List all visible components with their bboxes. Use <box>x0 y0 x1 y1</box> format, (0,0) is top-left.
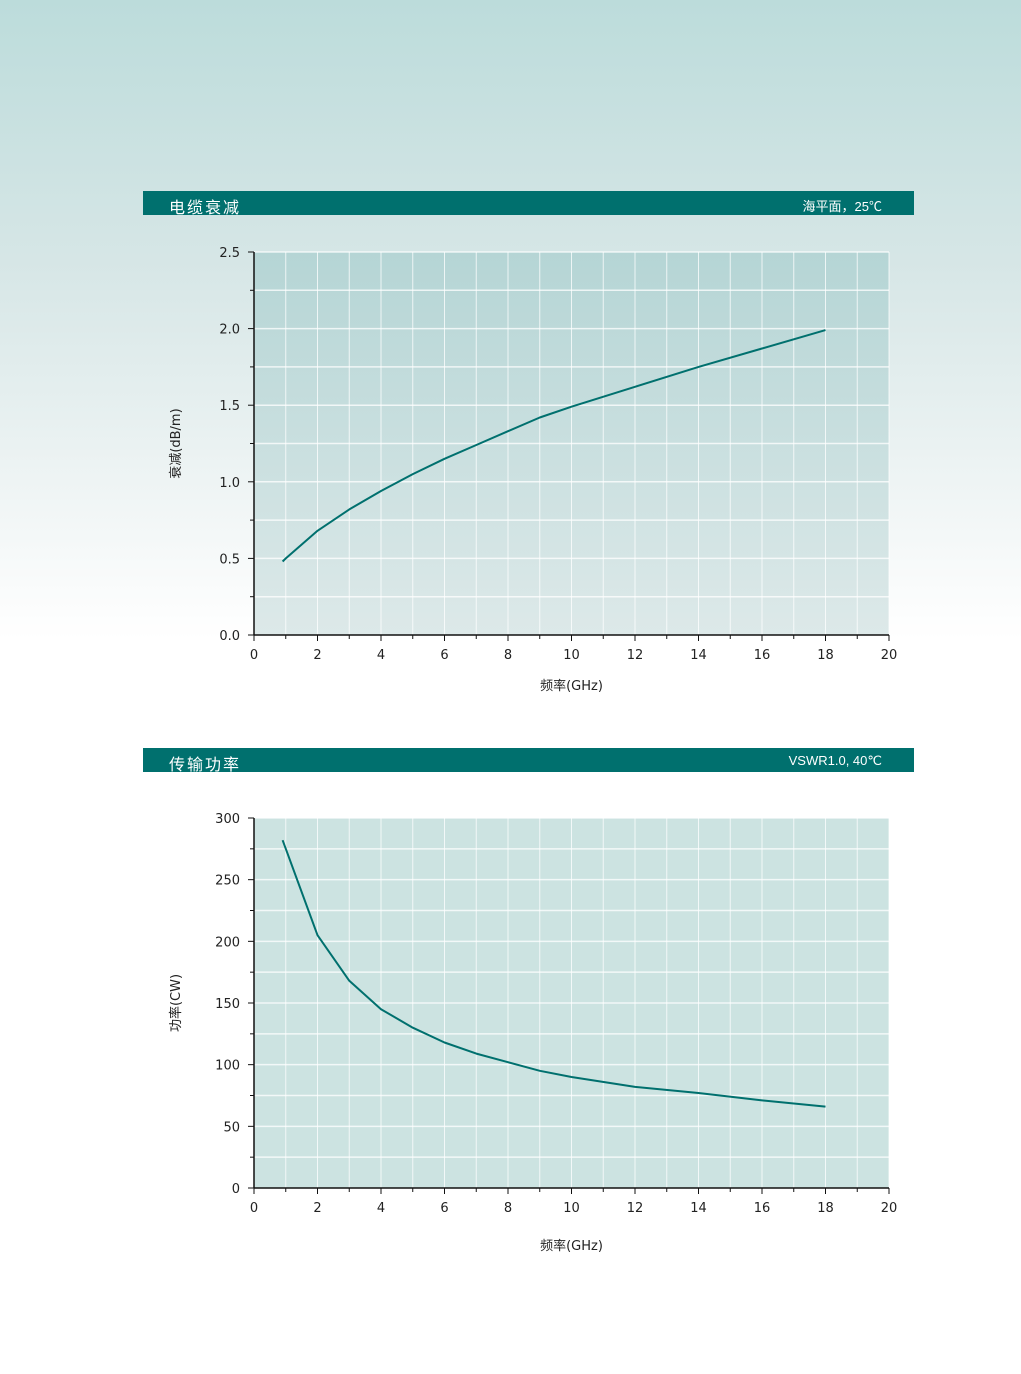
attenuation-y-tick-label: 0.0 <box>219 629 240 644</box>
power-x-tick-label: 8 <box>504 1201 512 1216</box>
power-x-tick-label: 4 <box>377 1201 385 1216</box>
attenuation-x-tick-label: 20 <box>881 648 898 663</box>
power-x-tick-label: 12 <box>627 1201 644 1216</box>
power-header: 传输功率 VSWR1.0, 40℃ <box>143 748 914 774</box>
attenuation-title: 电缆衰减 <box>169 200 242 217</box>
attenuation-x-tick-label: 12 <box>627 648 644 663</box>
attenuation-y-axis-label: 衰减(dB/m) <box>168 408 184 478</box>
power-x-tick-label: 20 <box>881 1201 898 1216</box>
attenuation-series-line <box>281 329 826 563</box>
attenuation-x-tick-label: 4 <box>377 648 385 663</box>
attenuation-condition: 海平面，25℃ <box>802 199 882 214</box>
power-x-axis-label: 频率(GHz) <box>540 1238 603 1254</box>
power-y-tick-label: 200 <box>215 935 240 950</box>
power-condition: VSWR1.0, 40℃ <box>788 753 882 768</box>
attenuation-y-tick-label: 2.5 <box>219 246 240 261</box>
power-x-tick-label: 18 <box>817 1201 834 1216</box>
attenuation-x-axis-label: 频率(GHz) <box>540 678 603 694</box>
power-series-line <box>281 839 826 1108</box>
power-y-tick-label: 0 <box>232 1182 240 1197</box>
attenuation-x-tick-label: 10 <box>563 648 580 663</box>
power-title: 传输功率 <box>169 757 242 774</box>
power-y-tick-label: 300 <box>215 812 240 827</box>
power-y-axis-label: 功率(CW) <box>168 974 184 1032</box>
power-x-tick-label: 10 <box>563 1201 580 1216</box>
power-y-tick-label: 100 <box>215 1059 240 1074</box>
attenuation-x-tick-label: 0 <box>250 648 258 663</box>
power-y-tick-label: 50 <box>223 1120 240 1135</box>
power-y-tick-label: 250 <box>215 874 240 889</box>
power-x-tick-label: 0 <box>250 1201 258 1216</box>
attenuation-x-tick-label: 8 <box>504 648 512 663</box>
attenuation-y-tick-label: 1.5 <box>219 399 240 414</box>
attenuation-x-tick-label: 14 <box>690 648 707 663</box>
attenuation-x-tick-label: 16 <box>754 648 771 663</box>
attenuation-x-tick-label: 6 <box>440 648 448 663</box>
attenuation-y-tick-label: 0.5 <box>219 552 240 567</box>
power-x-tick-label: 6 <box>440 1201 448 1216</box>
attenuation-y-tick-label: 2.0 <box>219 323 240 338</box>
attenuation-x-tick-label: 18 <box>817 648 834 663</box>
power-x-tick-label: 2 <box>313 1201 321 1216</box>
power-x-tick-label: 16 <box>754 1201 771 1216</box>
attenuation-header: 电缆衰减 海平面，25℃ <box>143 191 914 217</box>
power-x-tick-label: 14 <box>690 1201 707 1216</box>
power-y-tick-label: 150 <box>215 997 240 1012</box>
attenuation-y-tick-label: 1.0 <box>219 476 240 491</box>
attenuation-x-tick-label: 2 <box>313 648 321 663</box>
